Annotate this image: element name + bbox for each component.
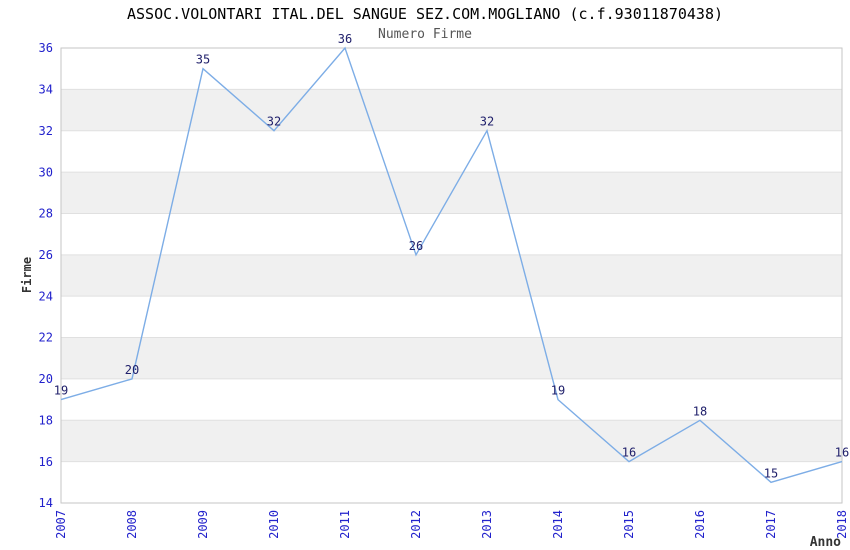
y-tick-label: 26 (39, 248, 53, 262)
x-tick-label: 2012 (409, 510, 423, 539)
x-tick-label: 2015 (622, 510, 636, 539)
y-tick-label: 18 (39, 414, 53, 428)
shaded-band (61, 337, 842, 379)
data-point-label: 19 (54, 384, 68, 398)
chart-subtitle: Numero Firme (378, 27, 472, 42)
x-tick-label: 2011 (338, 510, 352, 539)
data-point-label: 35 (196, 53, 210, 67)
data-point-label: 32 (480, 115, 494, 129)
data-point-label: 26 (409, 239, 423, 253)
x-tick-label: 2016 (693, 510, 707, 539)
data-point-label: 19 (551, 384, 565, 398)
y-tick-label: 16 (39, 455, 53, 469)
y-tick-label: 36 (39, 41, 53, 55)
x-tick-label: 2018 (835, 510, 849, 539)
x-tick-label: 2014 (551, 510, 565, 539)
y-tick-label: 14 (39, 496, 53, 510)
data-point-label: 18 (693, 404, 707, 418)
data-point-label: 15 (764, 466, 778, 480)
y-tick-label: 30 (39, 165, 53, 179)
y-tick-label: 32 (39, 124, 53, 138)
y-tick-label: 34 (39, 83, 53, 97)
x-tick-label: 2007 (54, 510, 68, 539)
data-point-label: 20 (125, 363, 139, 377)
x-tick-label: 2008 (125, 510, 139, 539)
x-tick-label: 2010 (267, 510, 281, 539)
y-tick-label: 22 (39, 331, 53, 345)
shaded-band (61, 420, 842, 462)
x-tick-label: 2013 (480, 510, 494, 539)
shaded-band (61, 89, 842, 131)
y-axis-title: Firme (20, 257, 34, 293)
y-tick-label: 24 (39, 289, 53, 303)
y-tick-label: 20 (39, 372, 53, 386)
data-point-label: 16 (622, 446, 636, 460)
data-line (60, 46, 843, 484)
chart-title: ASSOC.VOLONTARI ITAL.DEL SANGUE SEZ.COM.… (126, 5, 724, 23)
plot-layer: 1920353236263219161815161416182022242628… (39, 32, 850, 539)
x-tick-label: 2009 (196, 510, 210, 539)
data-point-label: 32 (267, 115, 281, 129)
y-tick-label: 28 (39, 207, 53, 221)
data-point-label: 36 (338, 32, 352, 46)
x-axis-title: Anno (810, 535, 841, 550)
data-point-label: 16 (835, 446, 849, 460)
plot-border (60, 47, 843, 504)
x-tick-label: 2017 (764, 510, 778, 539)
shaded-band (61, 254, 842, 297)
